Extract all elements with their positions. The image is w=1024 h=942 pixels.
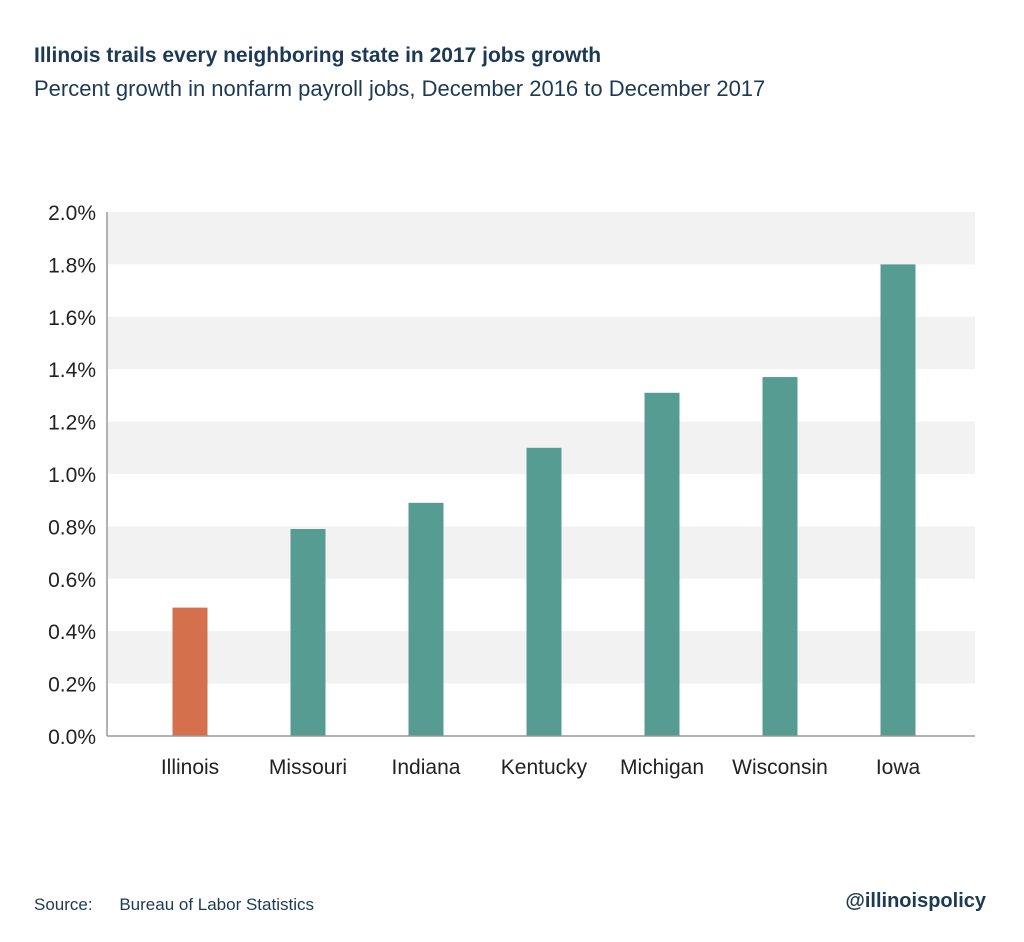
bar-wisconsin — [762, 377, 798, 736]
y-tick-label: 1.4% — [48, 359, 96, 382]
grid-band — [107, 212, 975, 265]
y-tick-label: 1.8% — [48, 254, 96, 277]
y-tick-label: 0.2% — [48, 674, 96, 697]
bar-iowa — [880, 264, 916, 736]
bar-missouri — [290, 529, 326, 736]
x-tick-label: Kentucky — [501, 756, 588, 779]
y-tick-label: 0.6% — [48, 569, 96, 592]
chart-subtitle: Percent growth in nonfarm payroll jobs, … — [34, 76, 766, 101]
grid-band — [107, 316, 975, 370]
x-tick-label: Indiana — [392, 756, 461, 779]
source-note: Source: Bureau of Labor Statistics — [34, 895, 314, 915]
bar-indiana — [408, 502, 444, 736]
x-tick-label: Michigan — [620, 756, 704, 779]
source-label: Source: — [34, 895, 93, 914]
x-tick-label: Illinois — [161, 756, 219, 779]
y-tick-label: 0.4% — [48, 621, 96, 644]
y-tick-label: 1.6% — [48, 307, 96, 330]
bar-kentucky — [526, 447, 562, 736]
y-tick-label: 1.2% — [48, 412, 96, 435]
social-handle: @illinoispolicy — [845, 890, 986, 912]
y-tick-label: 0.8% — [48, 516, 96, 539]
y-tick-label: 2.0% — [48, 202, 96, 225]
bar-michigan — [644, 392, 680, 736]
x-tick-label: Iowa — [876, 756, 921, 779]
chart-title: Illinois trails every neighboring state … — [34, 44, 602, 67]
y-tick-label: 1.0% — [48, 464, 96, 487]
source-text: Bureau of Labor Statistics — [119, 895, 314, 914]
y-tick-label: 0.0% — [48, 726, 96, 749]
x-tick-label: Wisconsin — [732, 756, 828, 779]
bar-illinois — [172, 607, 208, 736]
x-tick-label: Missouri — [269, 756, 347, 779]
